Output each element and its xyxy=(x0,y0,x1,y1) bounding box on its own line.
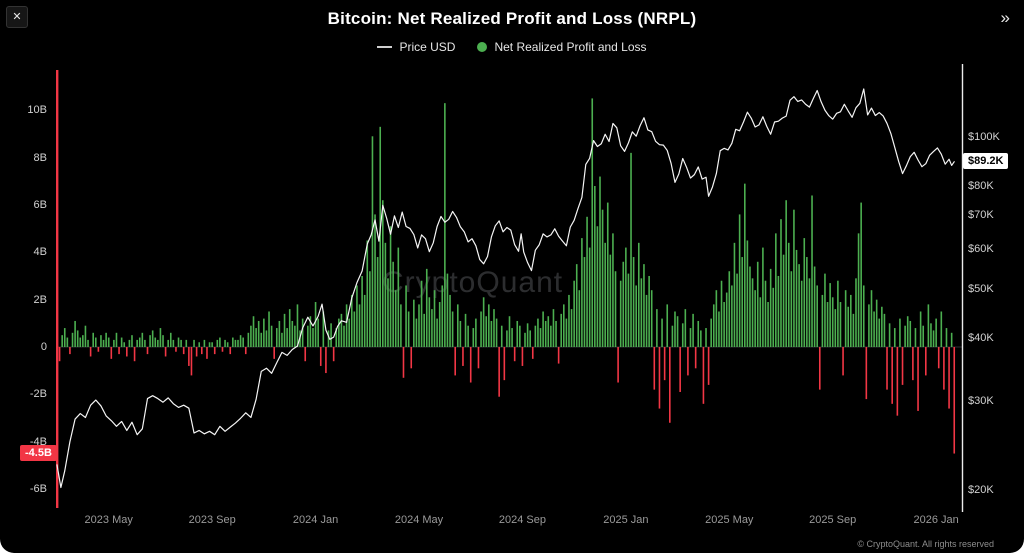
last-price-badge: $89.2K xyxy=(963,152,1009,169)
copyright: © CryptoQuant. All rights reserved xyxy=(857,539,994,549)
last-nrpl-badge: -4.5B xyxy=(20,444,57,461)
